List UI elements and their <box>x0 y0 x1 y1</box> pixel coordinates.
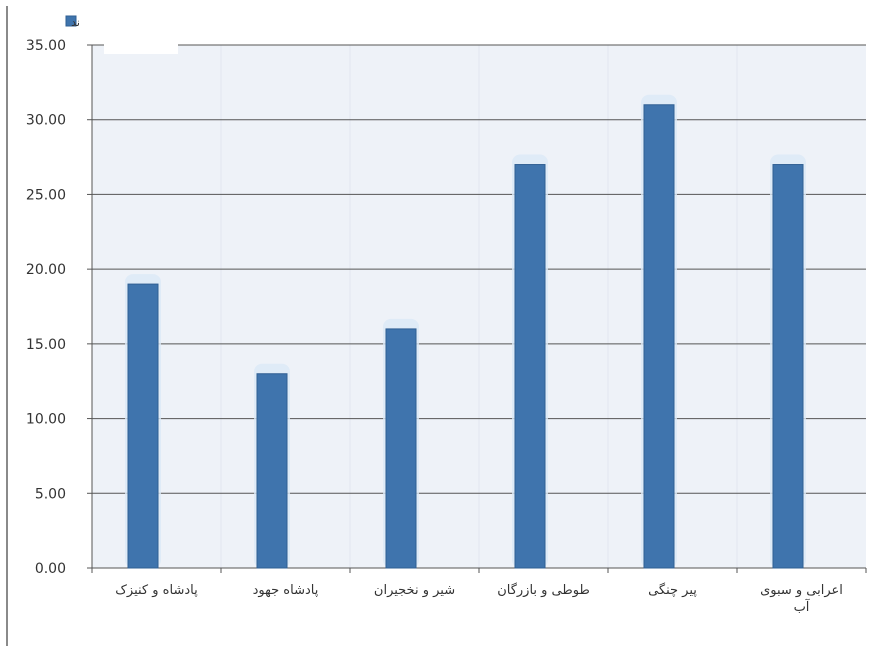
legend-cover <box>104 28 178 54</box>
legend-label: ند <box>71 16 80 29</box>
y-tick-label: 5.00 <box>35 486 66 502</box>
x-tick-label: پیر چنگی <box>648 582 697 598</box>
bar <box>772 164 804 569</box>
y-tick-label: 35.00 <box>26 38 66 54</box>
y-tick-label: 0.00 <box>35 561 66 577</box>
y-tick-label: 30.00 <box>26 113 66 129</box>
x-tick-label: شیر و نخجیران <box>374 583 455 598</box>
frame-border <box>6 6 8 646</box>
bar <box>256 373 288 569</box>
legend-swatch <box>65 15 77 27</box>
y-tick-label: 25.00 <box>26 187 66 203</box>
x-tick-label: پادشاه و کنیزک <box>115 583 198 598</box>
x-tick-label: اعرابی و سبوی آب <box>760 583 843 615</box>
bar <box>385 328 417 569</box>
y-tick-label: 10.00 <box>26 412 66 428</box>
bar <box>643 104 675 569</box>
y-tick-label: 20.00 <box>26 262 66 278</box>
x-tick-label: پادشاه جهود <box>253 583 319 598</box>
x-tick-label: طوطی و بازرگان <box>497 582 590 598</box>
bar <box>127 283 159 569</box>
y-tick-label: 15.00 <box>26 337 66 353</box>
bar <box>514 164 546 569</box>
